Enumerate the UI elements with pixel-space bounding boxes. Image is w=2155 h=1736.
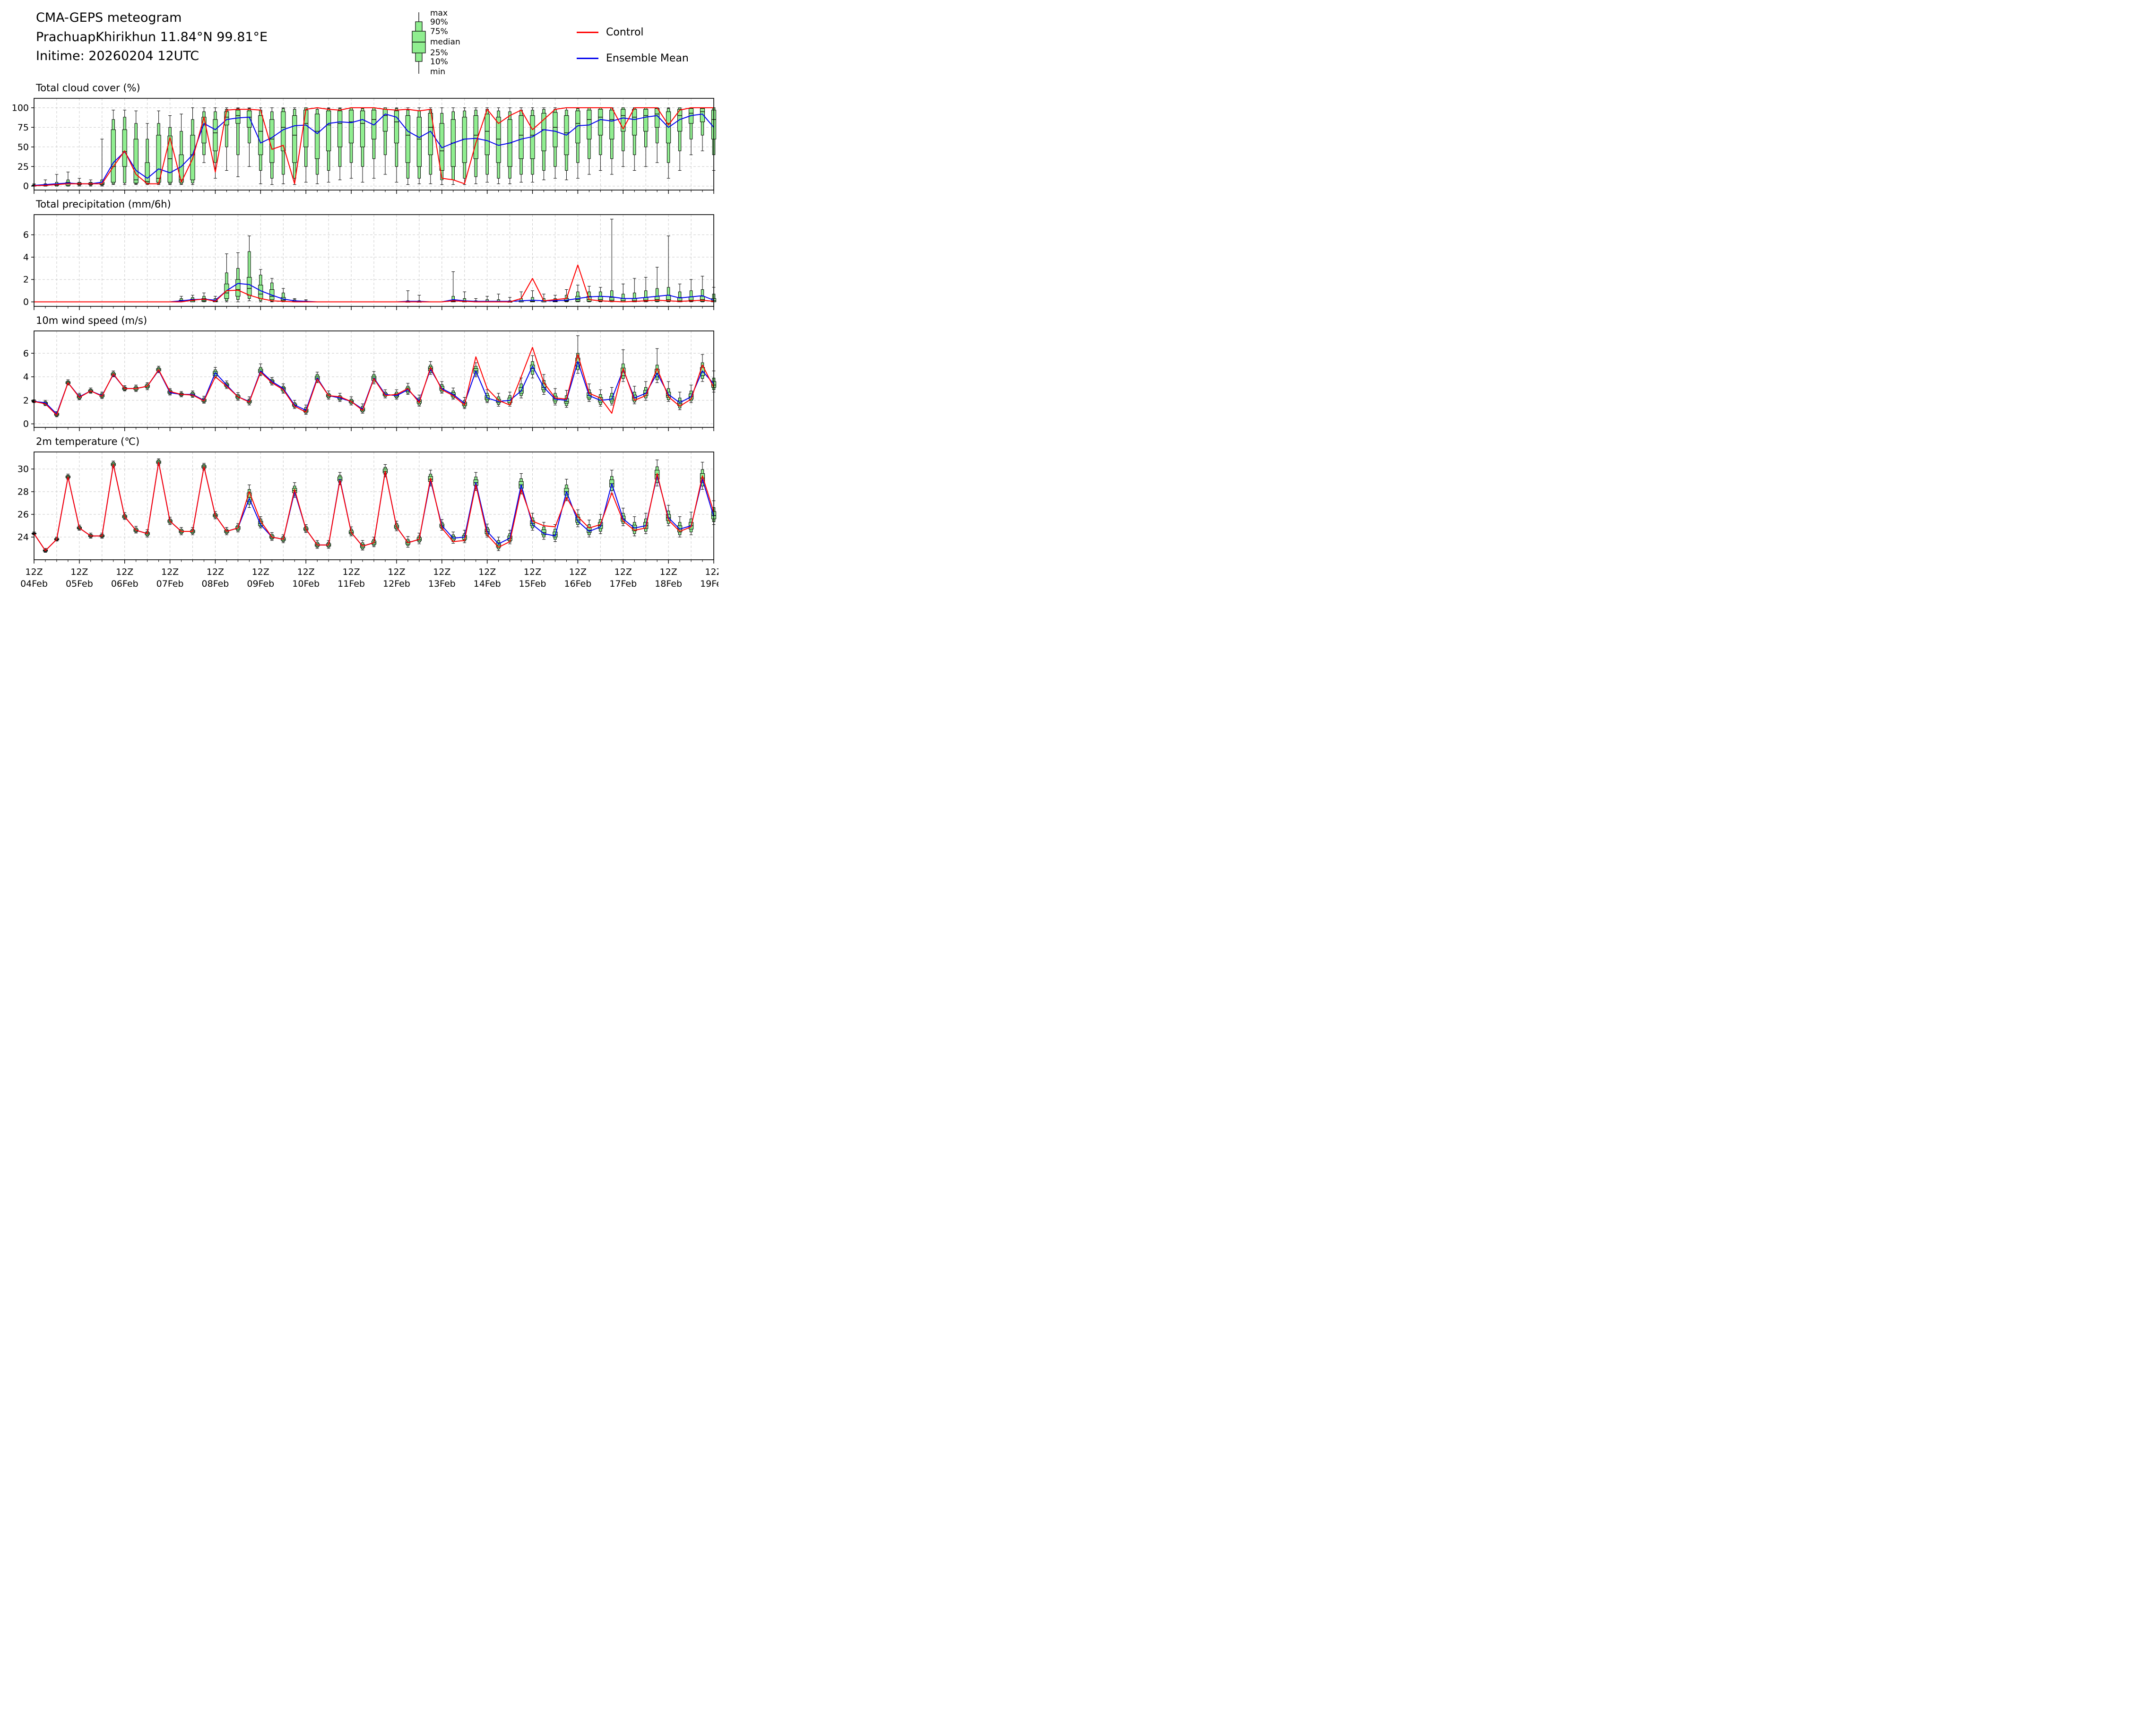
x-tick-date: 13Feb [428,579,456,589]
y-tick-label: 26 [17,510,29,520]
x-tick-hour: 12Z [342,567,360,577]
x-tick-date: 07Feb [156,579,184,589]
boxplot-series [31,458,717,553]
y-tick-label: 30 [17,464,29,475]
glyph-label-min: min [430,67,445,77]
y-tick-label: 24 [17,532,29,543]
glyph-label-10: 10% [430,57,448,67]
ensemble-line-label: Ensemble Mean [606,52,689,64]
y-tick-label: 50 [17,142,29,152]
x-tick-date: 10Feb [292,579,320,589]
panel-title-precipitation: Total precipitation (mm/6h) [36,199,171,210]
legend-entry-control: Control [577,26,689,38]
axes: 0 2 4 6 [23,230,714,310]
y-tick-label: 75 [17,122,29,133]
glyph-label-median: median [430,37,460,47]
wind-speed-chart: 0 2 4 6 [23,330,717,431]
panel-precipitation: Total precipitation (mm/6h) 0 2 4 6 [0,199,718,311]
x-tick-hour: 12Z [25,567,43,577]
x-tick-hour: 12Z [660,567,677,577]
chart-initime: Initime: 20260204 12UTC [36,49,199,63]
cma-geps-meteogram: CMA-GEPS meteogram PrachuapKhirikhun 11.… [0,0,718,598]
y-tick-label: 0 [23,419,29,429]
control-line-label: Control [606,26,644,38]
y-tick-label: 0 [23,181,29,191]
x-tick-hour: 12Z [478,567,496,577]
axes: 0 2 4 6 [23,348,714,431]
glyph-label-75: 75% [430,27,448,36]
y-tick-label: 4 [23,252,29,262]
chart-location: PrachuapKhirikhun 11.84°N 99.81°E [36,29,268,44]
ensemble-line-swatch [577,58,598,59]
y-tick-label: 25 [17,162,29,172]
x-tick-date: 05Feb [66,579,93,589]
control-line-swatch [577,32,598,33]
x-tick-hour: 12Z [297,567,315,577]
y-tick-label: 2 [23,275,29,285]
axes: 0 25 50 75 100 [12,103,714,194]
x-tick-hour: 12Z [70,567,88,577]
glyph-label-90: 90% [430,17,448,27]
x-tick-date: 15Feb [519,579,546,589]
gridlines [34,452,714,560]
temperature-chart: 24 26 28 30 12Z 04Feb 12Z 05Feb 12Z 06Feb 12Z 07Feb… [17,451,718,590]
y-tick-label: 4 [23,372,29,382]
x-tick-hour: 12Z [388,567,405,577]
x-tick-date: 18Feb [655,579,682,589]
x-tick-hour: 12Z [161,567,179,577]
panel-wind-speed: 10m wind speed (m/s) 0 2 4 6 [0,315,718,432]
line-legend: Control Ensemble Mean [577,26,689,78]
header-titles: CMA-GEPS meteogram PrachuapKhirikhun 11.… [0,9,407,66]
x-tick-date: 08Feb [202,579,229,589]
x-tick-hour: 12Z [569,567,587,577]
legend-entry-ensemble: Ensemble Mean [577,52,689,64]
glyph-label-max: max [430,9,448,18]
x-tick-hour: 12Z [433,567,450,577]
total-cloud-cover-chart: 0 25 50 75 100 [12,98,717,194]
control-line [34,107,714,186]
x-tick-date: 16Feb [564,579,591,589]
glyph-label-25: 25% [430,48,448,58]
panel-cloud-cover: Total cloud cover (%) 0 25 50 75 100 [0,82,718,195]
x-tick-hour: 12Z [252,567,269,577]
header: CMA-GEPS meteogram PrachuapKhirikhun 11.… [0,3,718,78]
y-tick-label: 100 [12,103,29,113]
x-tick-date: 17Feb [609,579,637,589]
panel-temperature: 2m temperature (℃) 24 26 28 30 12Z 04Feb 12Z 05… [0,436,718,591]
panel-title-wind-speed: 10m wind speed (m/s) [36,315,147,326]
x-tick-hour: 12Z [705,567,718,577]
y-tick-label: 2 [23,395,29,406]
control-line [34,264,714,303]
y-tick-label: 6 [23,348,29,359]
boxplot-legend-glyph: max 90% 75% median 25% 10% min [412,9,460,77]
x-tick-hour: 12Z [524,567,541,577]
y-tick-label: 6 [23,230,29,240]
x-tick-date: 19Feb [700,579,718,589]
x-tick-date: 09Feb [247,579,274,589]
panel-title-temperature: 2m temperature (℃) [36,436,140,447]
control-line [34,461,714,551]
x-tick-date: 04Feb [20,579,48,589]
x-tick-hour: 12Z [207,567,224,577]
x-tick-date: 11Feb [338,579,365,589]
y-tick-label: 0 [23,297,29,307]
control-line [34,347,714,416]
x-tick-date: 12Feb [383,579,410,589]
x-tick-date: 14Feb [474,579,501,589]
boxplot-legend: max 90% 75% median 25% 10% min [407,9,520,77]
x-tick-hour: 12Z [614,567,632,577]
total-precipitation-chart: 0 2 4 6 [23,214,717,310]
x-tick-date: 06Feb [111,579,138,589]
chart-title: CMA-GEPS meteogram [36,10,182,25]
ensemble-mean-line [34,113,714,186]
y-tick-label: 28 [17,487,29,497]
panel-title-cloud-cover: Total cloud cover (%) [36,82,140,94]
axes: 24 26 28 30 12Z 04Feb 12Z 05Feb 12Z 06Feb 12Z 07Feb… [17,464,718,590]
x-tick-hour: 12Z [116,567,133,577]
